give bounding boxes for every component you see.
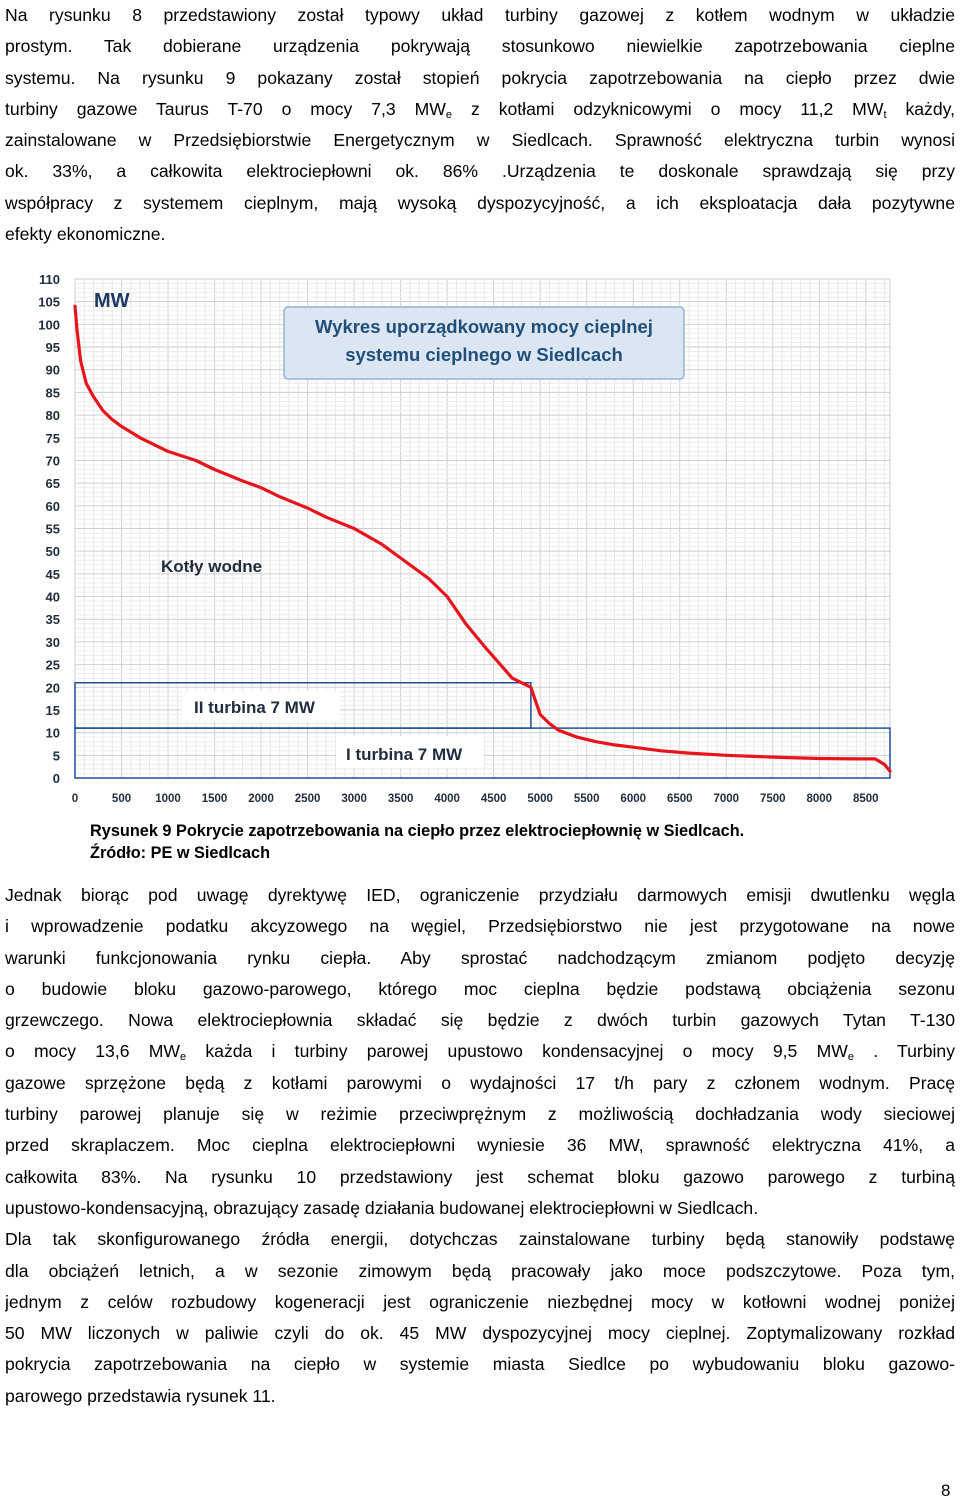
y-tick-label: 75: [46, 431, 60, 446]
x-tick-label: 2500: [295, 793, 321, 805]
turbine2-label-bg: [182, 691, 340, 722]
text-line: turbiny gazowe Taurus T-70 o mocy 7,3 MW…: [5, 98, 955, 121]
y-tick-label: 10: [46, 726, 60, 741]
x-tick-label: 8500: [853, 793, 879, 805]
y-tick-label: 85: [46, 385, 60, 400]
y-tick-label: 65: [46, 476, 60, 491]
text-line: systemu. Na rysunku 9 pokazany został st…: [5, 67, 955, 88]
caption-line: Rysunek 9 Pokrycie zapotrzebowania na ci…: [90, 822, 745, 840]
y-axis-unit-label: MW: [94, 290, 130, 312]
y-tick-label: 30: [46, 635, 60, 650]
figure-caption: Rysunek 9 Pokrycie zapotrzebowania na ci…: [90, 821, 744, 864]
turbine1-label-bg: [336, 736, 484, 768]
y-tick-label: 35: [46, 612, 60, 627]
text-line: ok. 33%, a całkowita elektrociepłowni ok…: [5, 161, 955, 182]
y-tick-label: 0: [53, 771, 60, 786]
y-tick-label: 25: [46, 658, 60, 673]
x-tick-label: 4000: [434, 793, 460, 805]
y-tick-label: 90: [46, 363, 60, 378]
x-axis-ticks: 0 500 1000 1500 2000 2500 3000 3500 4000 4500 5000…: [72, 793, 879, 805]
y-tick-label: 105: [38, 295, 60, 310]
y-tick-label: 80: [46, 408, 60, 423]
chart-title-line2: systemu cieplnego w Siedlcach: [345, 344, 623, 365]
y-tick-label: 60: [46, 499, 60, 514]
x-tick-label: 1000: [155, 793, 181, 805]
y-tick-label: 50: [46, 544, 60, 559]
y-axis-ticks: 0 5 10 15 20 25 30 35 40 45 50 55 60 65 70 75 80 85 90 95 10…: [38, 272, 60, 786]
text-line: zainstalowane w Przedsiębiorstwie Energe…: [5, 130, 955, 151]
boilers-label: Kotły wodne: [161, 557, 262, 576]
text-line: Dla tak skonfigurowanego źródła energii,…: [5, 1229, 955, 1250]
intro-paragraph: Na rysunku 8 przedstawiony został typowy…: [5, 0, 955, 250]
text-line: o mocy 13,6 MWe każda i turbiny parowej …: [5, 1041, 955, 1064]
x-tick-label: 7500: [760, 793, 786, 805]
text-line: dla obciążeń letnich, a w sezonie zimowy…: [5, 1260, 955, 1281]
y-tick-label: 110: [39, 272, 60, 287]
y-tick-label: 45: [46, 567, 60, 582]
text-line: pokrycia zapotrzebowania na ciepło w sys…: [5, 1354, 955, 1375]
y-tick-label: 70: [46, 453, 60, 468]
x-tick-label: 7000: [713, 793, 739, 805]
caption-source: Źródło: PE w Siedlcach: [90, 843, 271, 862]
text-line: efekty ekonomiczne.: [5, 224, 166, 245]
text-line: prostym. Tak dobierane urządzenia pokryw…: [5, 36, 955, 57]
turbine-regions: [74, 681, 891, 779]
text-line: 50 MW liczonych w paliwie czyli do ok. 4…: [5, 1323, 955, 1344]
x-tick-label: 500: [112, 793, 131, 805]
turbine2-label: II turbina 7 MW: [194, 698, 316, 717]
y-tick-label: 95: [46, 340, 60, 355]
chart-grid: [74, 278, 890, 779]
x-tick-label: 3000: [341, 793, 367, 805]
y-tick-label: 5: [53, 748, 60, 763]
page-number: 8: [941, 1481, 951, 1500]
text-line: o budowie bloku gazowo-parowego, którego…: [5, 978, 955, 999]
x-tick-label: 3500: [388, 793, 414, 805]
text-line: i wprowadzenie podatku akcyzowego na węg…: [5, 916, 955, 937]
text-line: turbiny parowej planuje się w reżimie pr…: [5, 1104, 955, 1125]
heat-load-duration-chart: 0 5 10 15 20 25 30 35 40 45 50 55 60 65 70 75 80 85 90 95 10…: [34, 270, 900, 810]
text-line: parowego przedstawia rysunek 11.: [5, 1385, 276, 1406]
text-line: jednym z celów rozbudowy kogeneracji jes…: [5, 1291, 955, 1312]
x-tick-label: 2000: [248, 793, 274, 805]
text-line: warunki funkcjonowania rynku ciepła. Aby…: [5, 947, 955, 968]
text-line: gazowe sprzężone będą z kotłami parowymi…: [5, 1072, 955, 1093]
text-line: przed skraplaczem. Moc cieplna elektroci…: [5, 1135, 955, 1156]
text-line: całkowita 83%. Na rysunku 10 przedstawio…: [5, 1166, 955, 1187]
x-tick-label: 5500: [574, 793, 600, 805]
y-tick-label: 100: [38, 317, 60, 332]
y-tick-label: 20: [46, 680, 60, 695]
x-tick-label: 5000: [527, 793, 553, 805]
x-tick-label: 1500: [202, 793, 228, 805]
chart-title-box: Wykres uporządkowany mocy cieplnej syste…: [283, 306, 685, 380]
body-paragraph: Jednak biorąc pod uwagę dyrektywę IED, o…: [5, 880, 955, 1412]
chart-series: [73, 304, 892, 773]
load-duration-line: [73, 304, 892, 773]
y-tick-label: 55: [46, 522, 60, 537]
x-tick-label: 8000: [806, 793, 832, 805]
x-tick-label: 6000: [620, 793, 646, 805]
y-tick-label: 15: [46, 703, 60, 718]
x-tick-label: 4500: [481, 793, 507, 805]
y-tick-label: 40: [46, 590, 60, 605]
x-tick-label: 0: [72, 793, 78, 805]
chart-title-line1: Wykres uporządkowany mocy cieplnej: [315, 316, 653, 337]
text-line: Na rysunku 8 przedstawiony został typowy…: [5, 5, 955, 25]
text-line: Jednak biorąc pod uwagę dyrektywę IED, o…: [5, 885, 955, 905]
turbine1-region: [74, 727, 891, 779]
text-line: upustowo-kondensacyjną, obrazujący zasad…: [5, 1197, 759, 1218]
turbine1-label: I turbina 7 MW: [346, 745, 463, 764]
text-line: grzewczego. Nowa elektrociepłownia skład…: [5, 1010, 955, 1031]
text-line: współpracy z systemem cieplnym, mają wys…: [5, 192, 955, 213]
x-tick-label: 6500: [667, 793, 693, 805]
